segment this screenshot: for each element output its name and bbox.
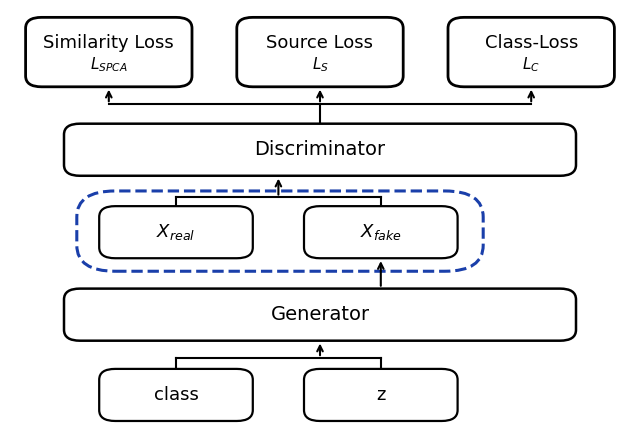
Text: z: z — [376, 386, 385, 404]
Text: Class-Loss: Class-Loss — [484, 33, 578, 52]
FancyBboxPatch shape — [448, 17, 614, 87]
Text: $L_{SPCA}$: $L_{SPCA}$ — [90, 56, 127, 75]
FancyBboxPatch shape — [99, 369, 253, 421]
Text: $L_{S}$: $L_{S}$ — [312, 56, 328, 75]
Text: Source Loss: Source Loss — [266, 33, 374, 52]
FancyBboxPatch shape — [26, 17, 192, 87]
FancyBboxPatch shape — [64, 124, 576, 176]
FancyBboxPatch shape — [99, 206, 253, 258]
Text: Similarity Loss: Similarity Loss — [44, 33, 174, 52]
Text: Discriminator: Discriminator — [255, 140, 385, 159]
Text: class: class — [154, 386, 198, 404]
FancyBboxPatch shape — [64, 289, 576, 341]
Text: $L_{C}$: $L_{C}$ — [522, 56, 540, 75]
FancyBboxPatch shape — [304, 369, 458, 421]
Text: Generator: Generator — [271, 305, 369, 324]
Text: $X_{fake}$: $X_{fake}$ — [360, 222, 402, 242]
FancyBboxPatch shape — [237, 17, 403, 87]
Text: $X_{real}$: $X_{real}$ — [156, 222, 196, 242]
FancyBboxPatch shape — [304, 206, 458, 258]
